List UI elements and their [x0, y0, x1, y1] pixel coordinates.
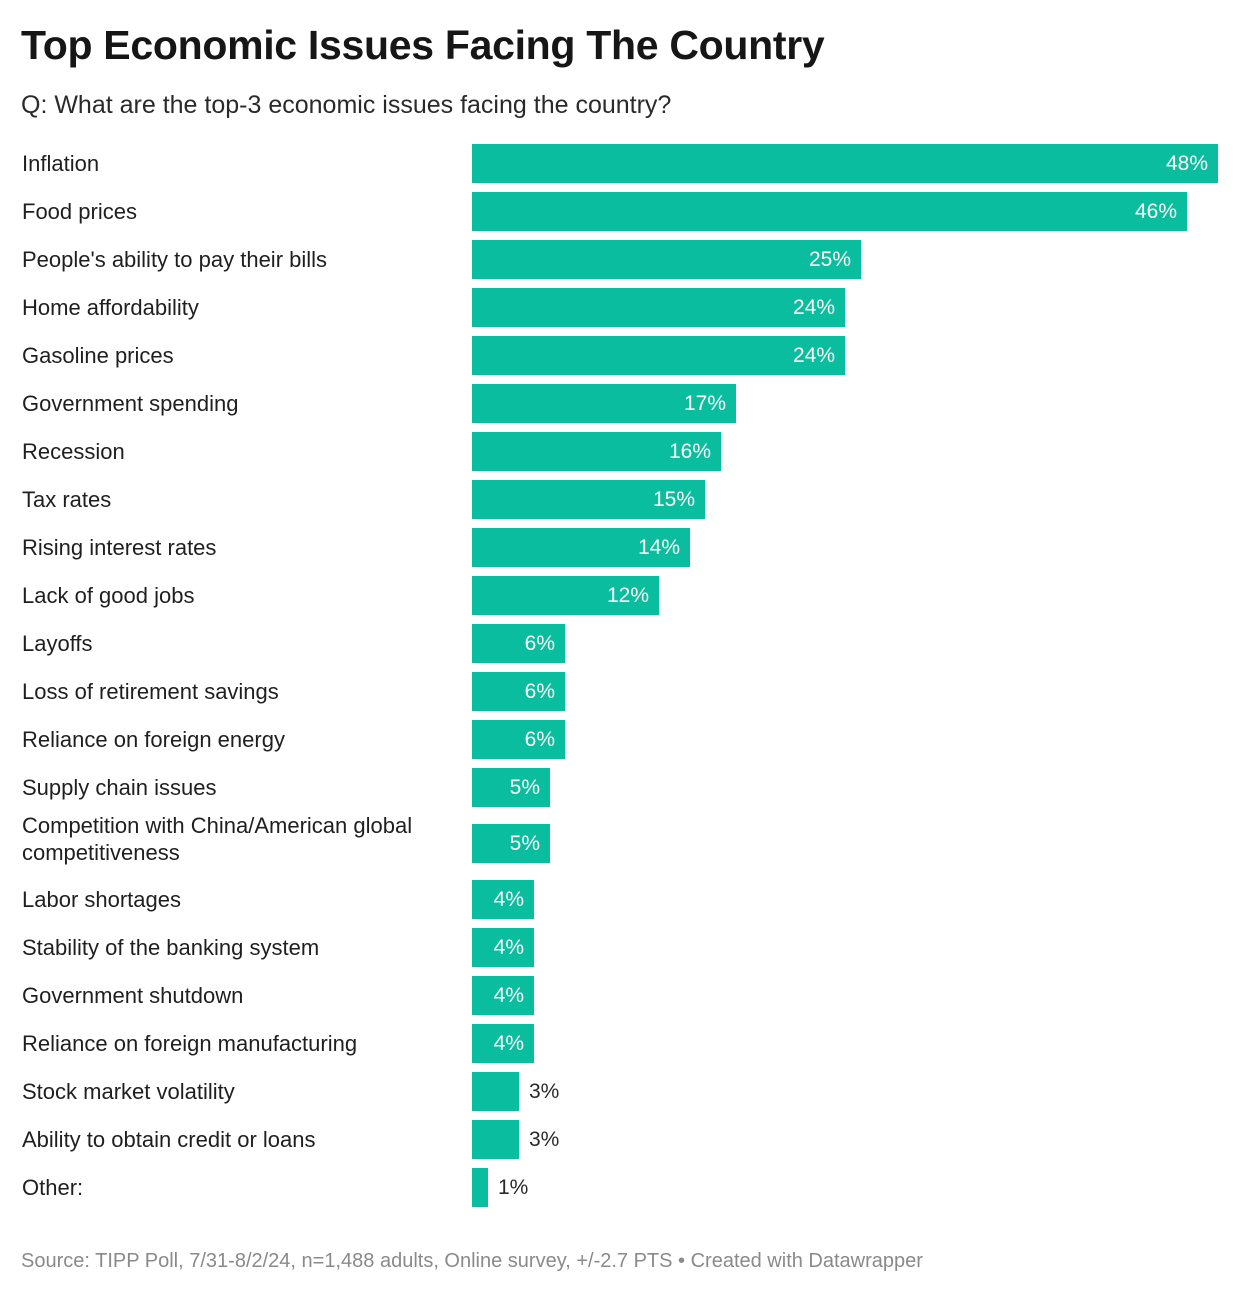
bar-chart: Inflation 48% Food prices 46% People's abili…: [0, 144, 1240, 1216]
category-label: Layoffs: [22, 631, 93, 656]
value-label: 4%: [493, 936, 524, 959]
bar-row: Home affordability 24%: [0, 288, 1240, 336]
value-label: 12%: [606, 584, 649, 607]
value-label: 24%: [792, 344, 835, 367]
value-label: 48%: [1165, 152, 1208, 175]
bar-row: Supply chain issues 5%: [0, 768, 1240, 816]
bar-row: Reliance on foreign energy 6%: [0, 720, 1240, 768]
category-label: Inflation: [22, 151, 100, 176]
category-label: Other:: [22, 1175, 84, 1200]
category-label: Ability to obtain credit or loans: [22, 1127, 316, 1152]
category-label: Tax rates: [22, 487, 112, 512]
value-label: 4%: [493, 984, 524, 1007]
bar-row: Lack of good jobs 12%: [0, 576, 1240, 624]
bar: [472, 480, 705, 519]
bar-row: Stability of the banking system 4%: [0, 928, 1240, 976]
bar: [472, 1120, 519, 1159]
bar-row: Inflation 48%: [0, 144, 1240, 192]
bar-row: Food prices 46%: [0, 192, 1240, 240]
value-label: 46%: [1134, 200, 1177, 223]
category-label: People's ability to pay their bills: [22, 247, 328, 272]
bar: [472, 720, 565, 759]
bar: [472, 672, 565, 711]
chart-title: Top Economic Issues Facing The Country: [21, 22, 825, 68]
bar: [472, 384, 736, 423]
bar: [472, 576, 659, 615]
bar: [472, 1168, 488, 1207]
value-label: 6%: [524, 728, 555, 751]
value-label: 16%: [668, 440, 711, 463]
bar-row: Tax rates 15%: [0, 480, 1240, 528]
value-label: 6%: [524, 680, 555, 703]
category-label: Competition with China/American global c…: [22, 813, 413, 865]
category-label: Labor shortages: [22, 887, 181, 912]
bar: [472, 976, 534, 1015]
bar-row: Stock market volatility 3%: [0, 1072, 1240, 1120]
category-label: Recession: [22, 439, 125, 464]
category-label: Reliance on foreign manufacturing: [22, 1031, 358, 1056]
bar-row: Labor shortages 4%: [0, 880, 1240, 928]
bar: [472, 288, 845, 327]
value-label: 25%: [808, 248, 851, 271]
category-label: Stock market volatility: [22, 1079, 235, 1104]
bar-row: Ability to obtain credit or loans 3%: [0, 1120, 1240, 1168]
bar: [472, 240, 861, 279]
category-label: Reliance on foreign energy: [22, 727, 285, 752]
value-label: 5%: [509, 776, 540, 799]
value-label: 3%: [529, 1080, 560, 1103]
value-label: 4%: [493, 888, 524, 911]
bar-row: Other: 1%: [0, 1168, 1240, 1216]
value-label: 1%: [498, 1176, 529, 1199]
value-label: 4%: [493, 1032, 524, 1055]
bar: [472, 336, 845, 375]
value-label: 5%: [509, 832, 540, 855]
value-label: 17%: [683, 392, 726, 415]
bar: [472, 192, 1187, 231]
bar-row: Reliance on foreign manufacturing 4%: [0, 1024, 1240, 1072]
category-label: Rising interest rates: [22, 535, 217, 560]
category-label: Gasoline prices: [22, 343, 174, 368]
category-label: Government shutdown: [22, 983, 244, 1008]
bar: [472, 144, 1218, 183]
bar-row: Layoffs 6%: [0, 624, 1240, 672]
bar-row: Loss of retirement savings 6%: [0, 672, 1240, 720]
bar: [472, 928, 534, 967]
bar: [472, 528, 690, 567]
bar-row: People's ability to pay their bills 25%: [0, 240, 1240, 288]
bar: [472, 880, 534, 919]
source-note: Source: TIPP Poll, 7/31-8/2/24, n=1,488 …: [21, 1250, 923, 1272]
value-label: 3%: [529, 1128, 560, 1151]
bar: [472, 624, 565, 663]
value-label: 6%: [524, 632, 555, 655]
bar-row: Government spending 17%: [0, 384, 1240, 432]
category-label: Lack of good jobs: [22, 583, 195, 608]
bar-row: Rising interest rates 14%: [0, 528, 1240, 576]
category-label: Supply chain issues: [22, 775, 217, 800]
bar: [472, 432, 721, 471]
category-label: Stability of the banking system: [22, 935, 320, 960]
value-label: 14%: [637, 536, 680, 559]
bar-row: Gasoline prices 24%: [0, 336, 1240, 384]
category-label: Government spending: [22, 391, 239, 416]
value-label: 24%: [792, 296, 835, 319]
category-label: Home affordability: [22, 295, 199, 320]
category-label: Loss of retirement savings: [22, 679, 279, 704]
value-label: 15%: [652, 488, 695, 511]
bar: [472, 1072, 519, 1111]
category-label: Food prices: [22, 199, 137, 224]
bar: [472, 768, 550, 807]
bar: [472, 824, 550, 863]
bar-row: Government shutdown 4%: [0, 976, 1240, 1024]
bar-row: Recession 16%: [0, 432, 1240, 480]
chart-subtitle: Q: What are the top-3 economic issues fa…: [21, 91, 672, 119]
bar: [472, 1024, 534, 1063]
bar-row: Competition with China/American global c…: [0, 813, 1240, 880]
